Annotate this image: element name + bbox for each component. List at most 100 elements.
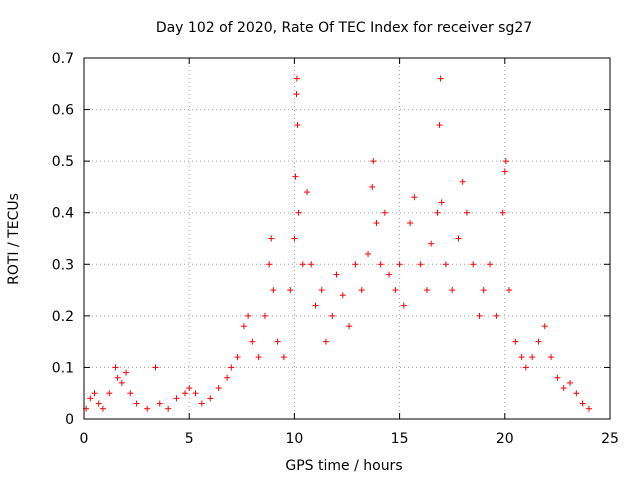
y-tick-label: 0.4 bbox=[52, 206, 74, 222]
data-point bbox=[365, 250, 372, 257]
data-point bbox=[291, 235, 298, 242]
data-point bbox=[99, 405, 106, 412]
data-point bbox=[459, 178, 466, 185]
data-point bbox=[198, 400, 205, 407]
data-point bbox=[118, 379, 125, 386]
data-point bbox=[499, 209, 506, 216]
data-point bbox=[436, 122, 443, 129]
data-point bbox=[268, 235, 275, 242]
data-point bbox=[144, 405, 151, 412]
data-point bbox=[280, 354, 287, 361]
data-point bbox=[322, 338, 329, 345]
y-tick-label: 0.7 bbox=[52, 51, 74, 67]
data-point bbox=[123, 369, 130, 376]
data-point bbox=[224, 374, 231, 381]
data-point bbox=[423, 287, 430, 294]
data-point bbox=[287, 287, 294, 294]
data-point bbox=[560, 385, 567, 392]
data-point bbox=[438, 199, 445, 206]
data-point bbox=[470, 261, 477, 268]
data-point bbox=[293, 75, 300, 82]
data-point bbox=[245, 312, 252, 319]
data-point bbox=[156, 400, 163, 407]
x-axis-ticks: 0 5 10 15 20 25 bbox=[80, 58, 619, 447]
data-point bbox=[428, 240, 435, 247]
data-point bbox=[346, 323, 353, 330]
chart-title: Day 102 of 2020, Rate Of TEC Index for r… bbox=[156, 20, 532, 36]
data-point bbox=[215, 385, 222, 392]
data-point bbox=[91, 390, 98, 397]
data-point bbox=[295, 209, 302, 216]
data-point bbox=[114, 374, 121, 381]
data-point bbox=[228, 364, 235, 371]
data-point bbox=[455, 235, 462, 242]
data-point bbox=[585, 405, 592, 412]
y-tick-label: 0.2 bbox=[52, 309, 74, 325]
data-point bbox=[358, 287, 365, 294]
data-point bbox=[249, 338, 256, 345]
data-point bbox=[299, 261, 306, 268]
data-point bbox=[270, 287, 277, 294]
data-point bbox=[333, 271, 340, 278]
data-point bbox=[173, 395, 180, 402]
data-point bbox=[573, 390, 580, 397]
data-point bbox=[434, 209, 441, 216]
data-point bbox=[181, 390, 188, 397]
data-point bbox=[407, 220, 414, 227]
data-point bbox=[548, 354, 555, 361]
y-tick-label: 0.3 bbox=[52, 257, 74, 273]
data-point bbox=[292, 173, 299, 180]
data-point bbox=[579, 400, 586, 407]
data-point bbox=[442, 261, 449, 268]
data-point bbox=[567, 379, 574, 386]
data-point bbox=[529, 354, 536, 361]
data-point bbox=[329, 312, 336, 319]
data-point bbox=[112, 364, 119, 371]
data-point bbox=[234, 354, 241, 361]
data-point bbox=[370, 158, 377, 165]
x-tick-label: 15 bbox=[391, 431, 409, 447]
data-point bbox=[207, 395, 214, 402]
data-point bbox=[449, 287, 456, 294]
data-point bbox=[554, 374, 561, 381]
y-tick-label: 0 bbox=[65, 412, 74, 428]
data-point bbox=[493, 312, 500, 319]
data-point bbox=[304, 189, 311, 196]
data-point bbox=[261, 312, 268, 319]
data-point bbox=[294, 122, 301, 129]
data-point bbox=[87, 395, 94, 402]
data-point bbox=[400, 302, 407, 309]
data-point bbox=[373, 220, 380, 227]
data-point bbox=[502, 158, 509, 165]
data-point bbox=[339, 292, 346, 299]
data-point bbox=[535, 338, 542, 345]
data-point bbox=[369, 183, 376, 190]
data-point bbox=[308, 261, 315, 268]
y-axis-ticks: 0 0.1 0.2 0.3 0.4 0.5 0.6 0.7 bbox=[52, 51, 610, 428]
data-point bbox=[501, 168, 508, 175]
y-axis-label: ROTI / TECUs bbox=[6, 193, 22, 285]
data-point bbox=[476, 312, 483, 319]
data-point bbox=[240, 323, 247, 330]
data-point bbox=[396, 261, 403, 268]
data-point bbox=[152, 364, 159, 371]
x-tick-label: 0 bbox=[80, 431, 89, 447]
data-point bbox=[480, 287, 487, 294]
grid bbox=[84, 58, 610, 419]
data-point bbox=[127, 390, 134, 397]
data-point bbox=[437, 75, 444, 82]
data-point bbox=[106, 390, 113, 397]
data-point bbox=[506, 287, 513, 294]
data-point bbox=[417, 261, 424, 268]
data-point bbox=[293, 91, 300, 98]
y-tick-label: 0.5 bbox=[52, 154, 74, 170]
x-axis-label: GPS time / hours bbox=[285, 458, 402, 474]
data-point bbox=[255, 354, 262, 361]
data-point bbox=[133, 400, 140, 407]
data-point bbox=[165, 405, 172, 412]
data-point bbox=[541, 323, 548, 330]
data-point bbox=[266, 261, 273, 268]
y-tick-label: 0.1 bbox=[52, 360, 74, 376]
data-point bbox=[352, 261, 359, 268]
